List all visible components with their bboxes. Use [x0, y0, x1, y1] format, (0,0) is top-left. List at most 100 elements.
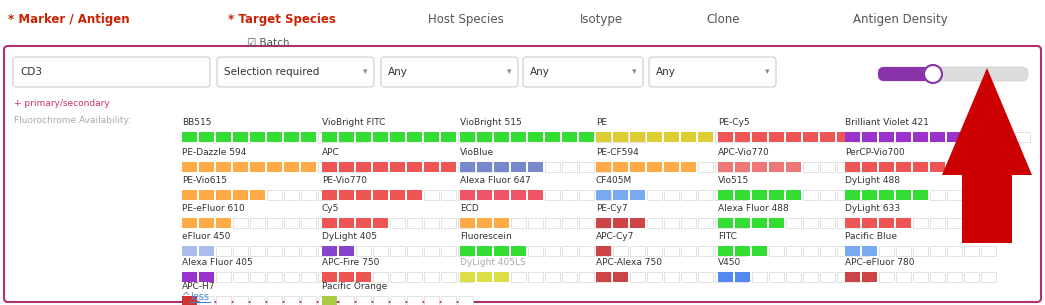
FancyBboxPatch shape [596, 132, 611, 142]
FancyBboxPatch shape [268, 246, 282, 256]
FancyBboxPatch shape [460, 218, 475, 228]
FancyBboxPatch shape [356, 162, 371, 172]
FancyBboxPatch shape [322, 162, 336, 172]
FancyBboxPatch shape [630, 132, 645, 142]
FancyBboxPatch shape [718, 132, 733, 142]
FancyBboxPatch shape [820, 132, 835, 142]
FancyBboxPatch shape [579, 272, 594, 282]
FancyBboxPatch shape [698, 162, 713, 172]
FancyBboxPatch shape [284, 162, 299, 172]
Text: Any: Any [388, 67, 408, 77]
FancyBboxPatch shape [854, 218, 869, 228]
FancyBboxPatch shape [1015, 132, 1030, 142]
FancyBboxPatch shape [322, 296, 336, 305]
FancyBboxPatch shape [284, 272, 299, 282]
FancyBboxPatch shape [664, 162, 679, 172]
FancyBboxPatch shape [373, 162, 388, 172]
FancyBboxPatch shape [963, 162, 979, 172]
FancyBboxPatch shape [947, 190, 962, 200]
FancyBboxPatch shape [268, 190, 282, 200]
FancyBboxPatch shape [837, 218, 852, 228]
FancyBboxPatch shape [786, 272, 802, 282]
FancyBboxPatch shape [998, 132, 1013, 142]
FancyBboxPatch shape [424, 296, 439, 305]
FancyBboxPatch shape [492, 132, 507, 142]
FancyBboxPatch shape [477, 246, 492, 256]
FancyBboxPatch shape [820, 218, 835, 228]
FancyBboxPatch shape [596, 272, 611, 282]
FancyBboxPatch shape [854, 246, 869, 256]
FancyBboxPatch shape [199, 218, 214, 228]
Text: * Marker / Antigen: * Marker / Antigen [8, 13, 130, 26]
FancyBboxPatch shape [681, 246, 696, 256]
FancyBboxPatch shape [522, 57, 643, 87]
FancyBboxPatch shape [284, 246, 299, 256]
Text: less: less [190, 292, 209, 302]
FancyBboxPatch shape [268, 218, 282, 228]
FancyBboxPatch shape [579, 132, 594, 142]
FancyBboxPatch shape [301, 246, 316, 256]
FancyBboxPatch shape [913, 190, 928, 200]
FancyBboxPatch shape [441, 246, 456, 256]
FancyBboxPatch shape [803, 246, 818, 256]
FancyBboxPatch shape [613, 272, 628, 282]
FancyBboxPatch shape [562, 246, 577, 256]
Text: ^: ^ [182, 292, 193, 302]
FancyBboxPatch shape [199, 296, 214, 305]
FancyBboxPatch shape [896, 272, 911, 282]
FancyBboxPatch shape [837, 246, 852, 256]
FancyBboxPatch shape [769, 218, 784, 228]
FancyBboxPatch shape [441, 132, 456, 142]
FancyBboxPatch shape [318, 218, 333, 228]
FancyBboxPatch shape [233, 190, 248, 200]
FancyBboxPatch shape [698, 132, 713, 142]
FancyBboxPatch shape [301, 272, 316, 282]
FancyBboxPatch shape [947, 272, 962, 282]
FancyBboxPatch shape [854, 162, 869, 172]
FancyBboxPatch shape [735, 272, 750, 282]
FancyBboxPatch shape [930, 218, 945, 228]
Text: PerCP-Vio700: PerCP-Vio700 [845, 148, 905, 157]
FancyBboxPatch shape [930, 132, 945, 142]
FancyBboxPatch shape [318, 190, 333, 200]
FancyBboxPatch shape [735, 246, 750, 256]
Text: * Target Species: * Target Species [228, 13, 335, 26]
FancyBboxPatch shape [407, 218, 422, 228]
Text: VioBlue: VioBlue [460, 148, 494, 157]
FancyBboxPatch shape [390, 246, 405, 256]
FancyBboxPatch shape [630, 190, 645, 200]
Text: PE: PE [596, 118, 607, 127]
FancyBboxPatch shape [930, 272, 945, 282]
FancyBboxPatch shape [441, 296, 456, 305]
FancyBboxPatch shape [494, 246, 509, 256]
Text: Any: Any [656, 67, 676, 77]
FancyBboxPatch shape [322, 218, 336, 228]
FancyBboxPatch shape [460, 162, 475, 172]
FancyBboxPatch shape [356, 272, 371, 282]
FancyBboxPatch shape [735, 190, 750, 200]
FancyBboxPatch shape [424, 272, 439, 282]
Text: Antigen Density: Antigen Density [853, 13, 948, 26]
FancyBboxPatch shape [879, 190, 895, 200]
Text: V450: V450 [718, 258, 741, 267]
FancyBboxPatch shape [664, 272, 679, 282]
FancyBboxPatch shape [837, 190, 852, 200]
FancyBboxPatch shape [424, 218, 439, 228]
FancyBboxPatch shape [356, 296, 371, 305]
FancyBboxPatch shape [879, 246, 895, 256]
FancyBboxPatch shape [613, 162, 628, 172]
Text: VioBright 515: VioBright 515 [460, 118, 521, 127]
Text: APC-Fire 750: APC-Fire 750 [322, 258, 379, 267]
FancyBboxPatch shape [732, 162, 747, 172]
FancyBboxPatch shape [947, 132, 962, 142]
FancyBboxPatch shape [562, 190, 577, 200]
FancyBboxPatch shape [820, 162, 835, 172]
FancyBboxPatch shape [233, 246, 248, 256]
FancyBboxPatch shape [458, 218, 473, 228]
FancyBboxPatch shape [356, 246, 371, 256]
FancyBboxPatch shape [528, 246, 543, 256]
Text: PE-Cy5: PE-Cy5 [718, 118, 749, 127]
FancyBboxPatch shape [752, 272, 767, 282]
FancyBboxPatch shape [879, 218, 895, 228]
FancyBboxPatch shape [460, 190, 475, 200]
